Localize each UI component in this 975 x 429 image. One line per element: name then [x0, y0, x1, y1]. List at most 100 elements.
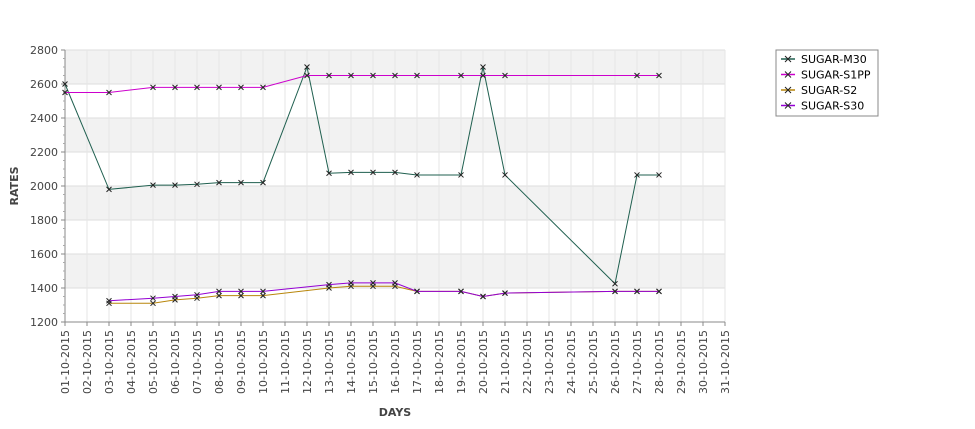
data-point — [172, 293, 178, 300]
x-tick-label: 31-10-2015 — [719, 330, 732, 394]
x-tick-label: 21-10-2015 — [499, 330, 512, 394]
x-tick-label: 17-10-2015 — [411, 330, 424, 394]
x-tick-label: 12-10-2015 — [301, 330, 314, 394]
data-point — [260, 84, 266, 91]
data-point — [238, 288, 244, 295]
data-point — [150, 300, 156, 307]
y-tick-label: 1600 — [30, 248, 58, 261]
x-tick-label: 16-10-2015 — [389, 330, 402, 394]
data-point — [370, 169, 376, 176]
data-point — [502, 290, 508, 296]
legend-marker — [784, 55, 792, 63]
x-tick-label: 02-10-2015 — [81, 330, 94, 394]
data-point — [414, 72, 420, 79]
x-tick-label: 08-10-2015 — [213, 330, 226, 394]
y-tick-label: 2400 — [30, 112, 58, 125]
data-point — [348, 169, 354, 176]
data-point — [194, 181, 200, 188]
data-point — [106, 297, 112, 304]
data-point — [612, 288, 618, 295]
series-line — [108, 282, 659, 302]
x-tick-label: 30-10-2015 — [697, 330, 710, 394]
x-tick-label: 09-10-2015 — [235, 330, 248, 394]
series-layer — [62, 64, 662, 307]
data-point — [634, 172, 640, 178]
y-axis-title: RATES — [8, 166, 21, 205]
data-point — [502, 72, 508, 79]
data-point — [260, 179, 266, 186]
legend-item-sugar-s2: SUGAR-S2 — [781, 84, 857, 97]
data-point — [348, 280, 354, 286]
data-point — [106, 300, 112, 307]
data-point — [634, 288, 640, 295]
data-point — [304, 64, 310, 70]
x-tick-label: 05-10-2015 — [147, 330, 160, 394]
data-point — [326, 170, 332, 177]
x-tick-label: 01-10-2015 — [59, 330, 72, 394]
data-point — [216, 288, 222, 295]
data-point — [150, 295, 156, 302]
legend: SUGAR-M30 SUGAR-S1PP SUGAR-S2 SUGAR-S30 — [775, 49, 879, 117]
x-tick-label: 07-10-2015 — [191, 330, 204, 394]
x-tick-label: 13-10-2015 — [323, 330, 336, 394]
data-point — [348, 72, 354, 79]
x-tick-label: 22-10-2015 — [521, 330, 534, 394]
legend-label: SUGAR-S30 — [801, 100, 864, 113]
data-point — [656, 172, 662, 178]
data-point — [480, 72, 486, 79]
data-point — [414, 288, 420, 295]
data-point — [414, 172, 420, 178]
data-point — [634, 72, 640, 79]
x-tick-label: 29-10-2015 — [675, 330, 688, 394]
x-tick-label: 15-10-2015 — [367, 330, 380, 394]
data-point — [62, 81, 68, 87]
x-tick-label: 10-10-2015 — [257, 330, 270, 394]
data-point — [260, 288, 266, 295]
data-point — [172, 182, 178, 189]
x-tick-label: 20-10-2015 — [477, 330, 490, 394]
y-tick-label: 2200 — [30, 146, 58, 159]
data-point — [106, 89, 112, 96]
x-tick-label: 24-10-2015 — [565, 330, 578, 394]
data-point — [458, 72, 464, 79]
legend-label: SUGAR-S1PP — [801, 69, 871, 82]
legend-item-sugar-s30: SUGAR-S30 — [781, 100, 864, 113]
data-point — [216, 84, 222, 91]
data-point — [304, 72, 310, 79]
x-tick-label: 11-10-2015 — [279, 330, 292, 394]
y-axis-ticks: 1200 1400 1600 1800 2000 2200 2400 2600 2800 — [30, 44, 65, 329]
data-point — [480, 64, 486, 70]
data-point — [326, 281, 332, 288]
data-point — [62, 89, 68, 96]
data-point — [656, 72, 662, 79]
data-point — [238, 84, 244, 91]
legend-marker — [784, 102, 792, 109]
legend-item-sugar-m30: SUGAR-M30 — [781, 53, 867, 66]
x-tick-label: 26-10-2015 — [609, 330, 622, 394]
data-point — [392, 72, 398, 79]
series-line — [64, 65, 659, 285]
x-tick-label: 28-10-2015 — [653, 330, 666, 394]
data-point — [370, 72, 376, 79]
series-sugar-s30 — [106, 280, 662, 304]
y-tick-label: 2800 — [30, 44, 58, 57]
y-tick-label: 2600 — [30, 78, 58, 91]
data-point — [260, 292, 266, 299]
data-point — [194, 291, 200, 298]
data-point — [502, 172, 508, 178]
data-point — [480, 293, 486, 300]
x-tick-label: 27-10-2015 — [631, 330, 644, 394]
y-tick-label: 1800 — [30, 214, 58, 227]
x-tick-label: 03-10-2015 — [103, 330, 116, 394]
y-tick-label: 2000 — [30, 180, 58, 193]
legend-marker — [784, 86, 792, 94]
y-tick-label: 1400 — [30, 282, 58, 295]
legend-item-sugar-s1pp: SUGAR-S1PP — [781, 69, 871, 82]
legend-label: SUGAR-M30 — [801, 53, 867, 66]
data-point — [216, 292, 222, 299]
x-tick-label: 14-10-2015 — [345, 330, 358, 394]
data-point — [238, 179, 244, 186]
data-point — [150, 84, 156, 91]
legend-label: SUGAR-S2 — [801, 84, 857, 97]
